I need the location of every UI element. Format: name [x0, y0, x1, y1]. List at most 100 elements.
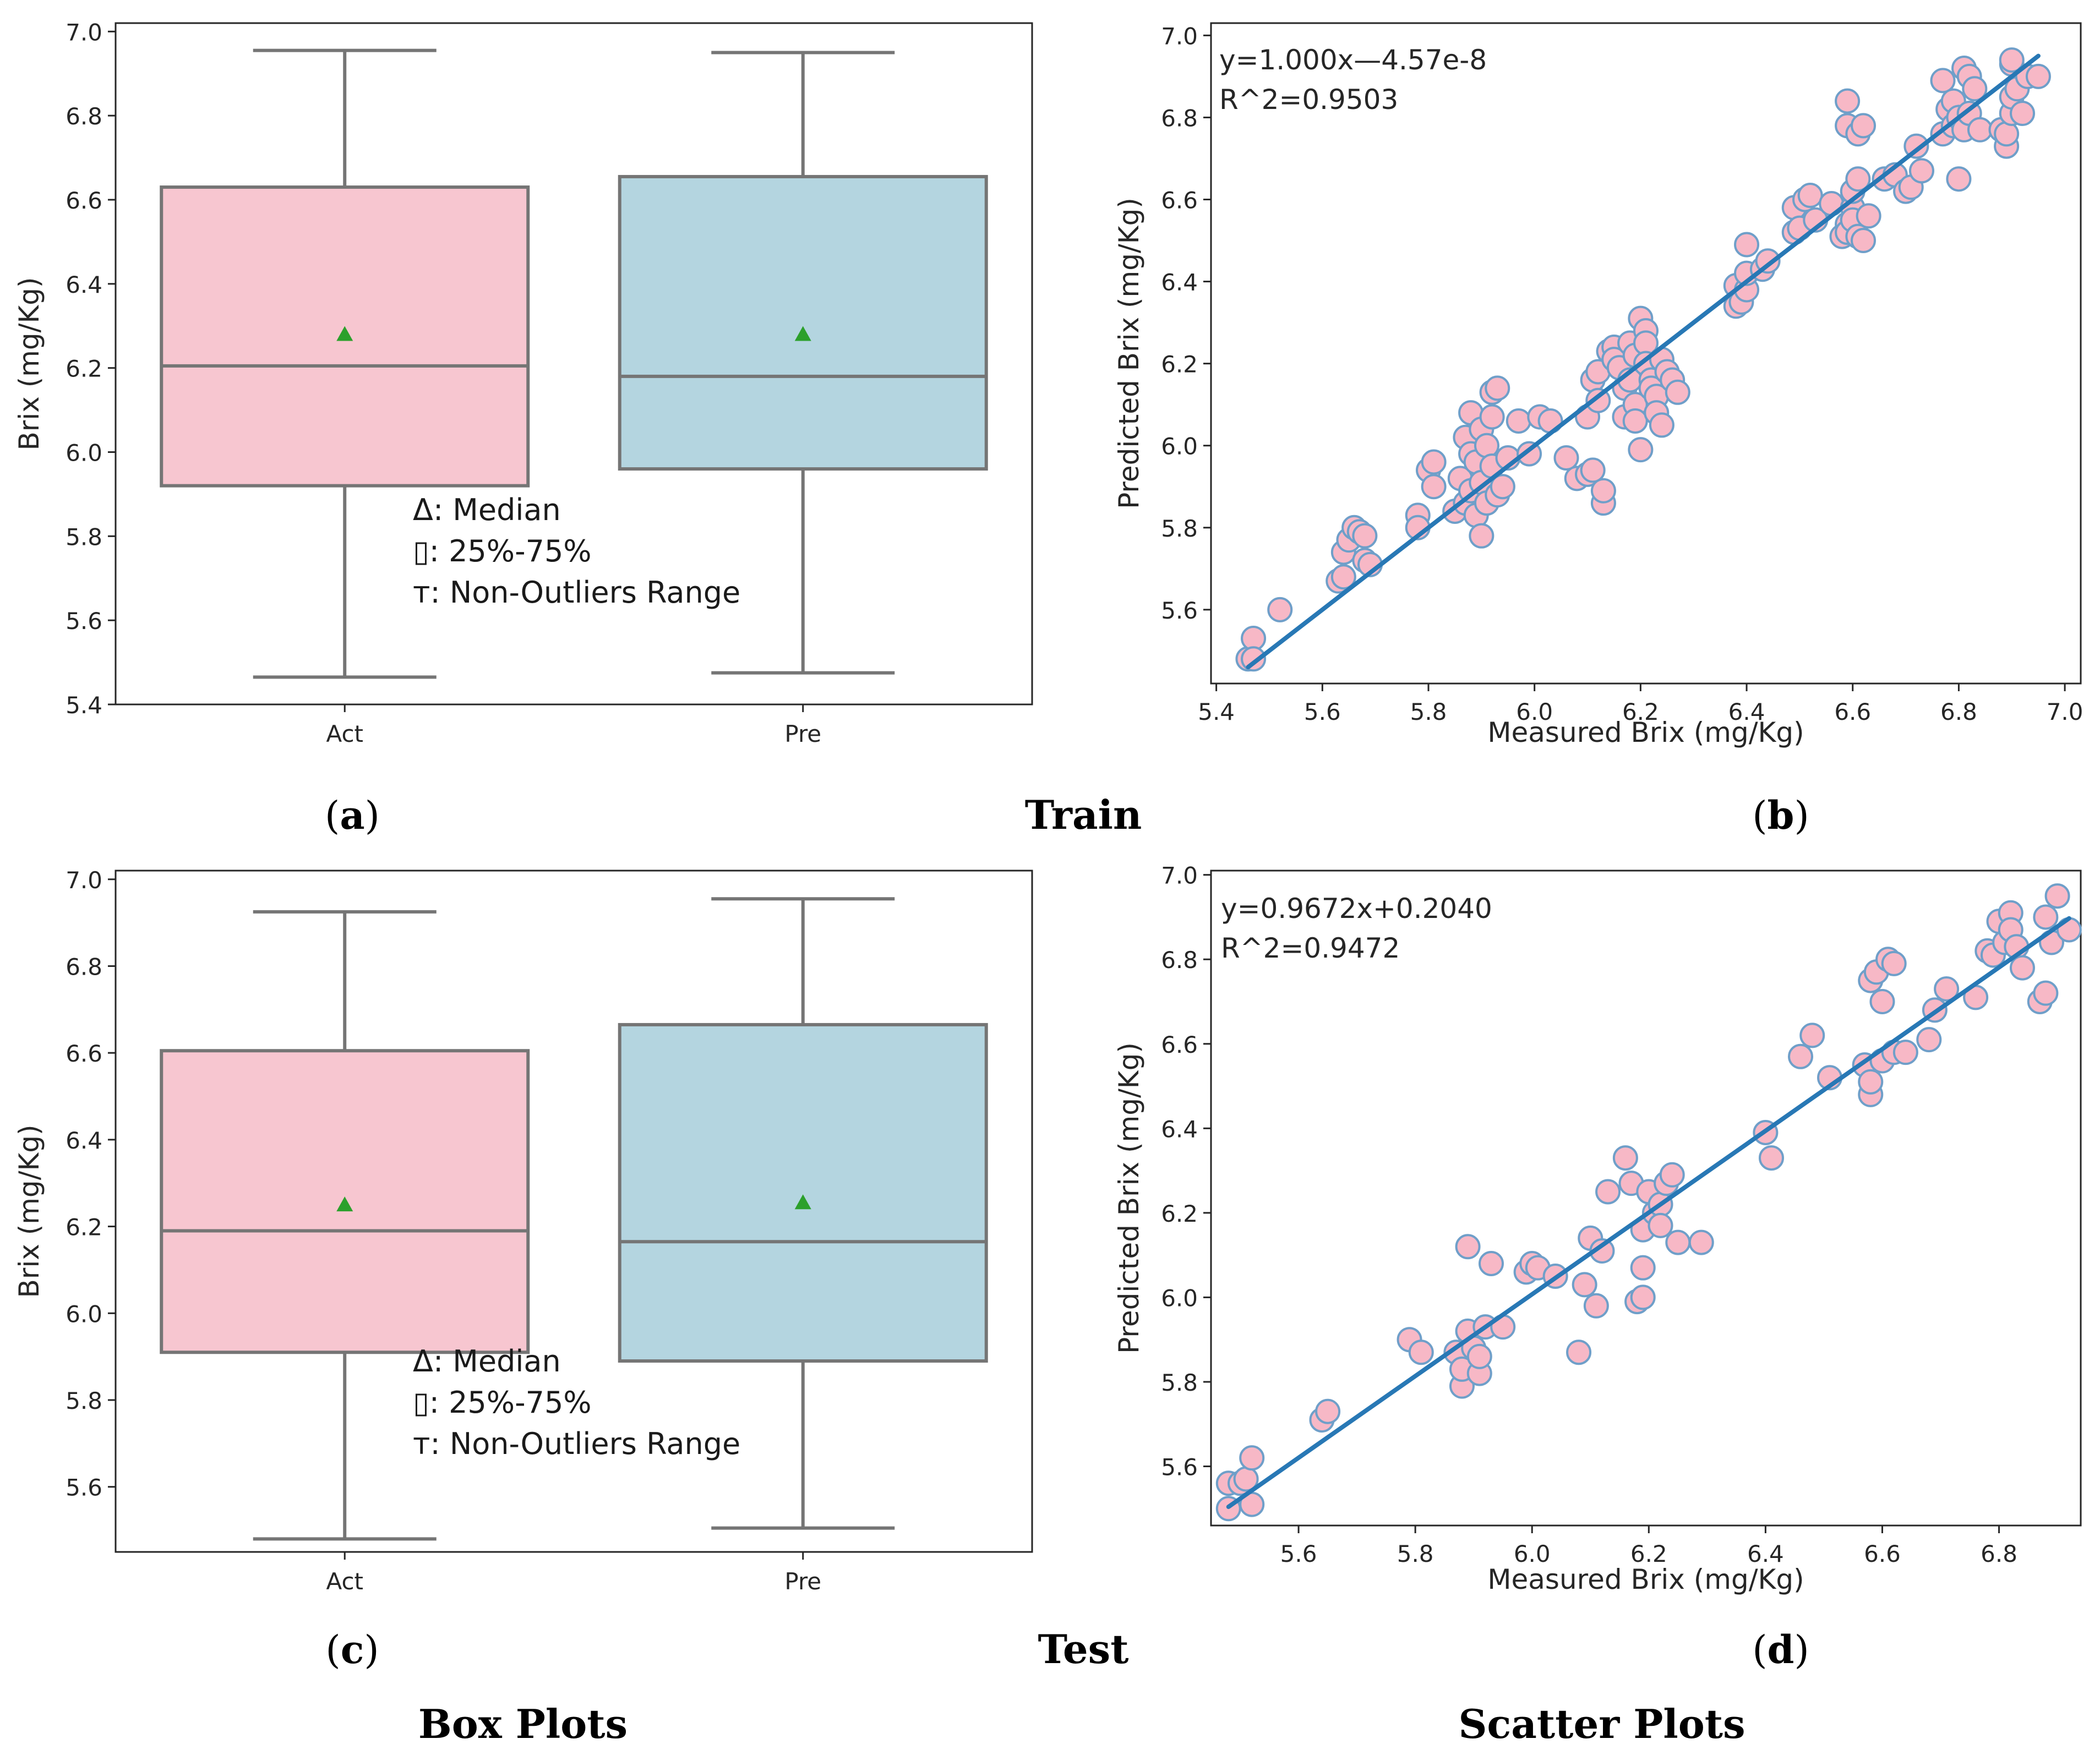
- y-tick-label: 5.8: [66, 1387, 102, 1414]
- y-tick-label: 5.8: [66, 523, 102, 550]
- x-tick-label: 6.2: [1622, 698, 1659, 725]
- data-point: [1479, 404, 1505, 430]
- panel-letter: c: [341, 1627, 364, 1672]
- data-point: [1630, 1284, 1656, 1310]
- x-tick-label: 5.6: [1304, 698, 1341, 725]
- data-point: [1892, 1040, 1918, 1065]
- y-tick-label: 6.0: [66, 1300, 102, 1327]
- y-axis-label: Predicted Brix (mg/Kg): [1113, 1042, 1145, 1354]
- data-point: [1474, 433, 1499, 458]
- box-marks: [160, 48, 988, 679]
- y-tick-label: 6.6: [66, 1040, 102, 1067]
- data-point: [1241, 646, 1267, 672]
- data-point: [1585, 387, 1611, 413]
- panel-b-scatter-plot-train: 5.6 5.8 6.0 6.2 6.4 6.6 6.8 7.0 5.4 5.6 5.8 6.0 6.2…: [1113, 22, 2083, 748]
- data-point: [1580, 457, 1606, 483]
- y-ticks: 5.6 5.8 6.0 6.2 6.4 6.6 6.8 7.0: [1161, 862, 1211, 1481]
- y-tick-label: 5.8: [1161, 515, 1198, 542]
- fit-equation: y=0.9672x+0.2040: [1221, 893, 1492, 925]
- data-point: [1630, 1255, 1656, 1281]
- y-tick-label: 6.0: [1161, 433, 1198, 460]
- data-point: [1466, 1343, 1492, 1369]
- data-point: [1788, 1043, 1814, 1069]
- data-point: [1421, 449, 1447, 475]
- panel-caption-c: (c): [325, 1627, 379, 1672]
- y-tick-label: 6.4: [66, 1127, 102, 1154]
- data-point: [1659, 1162, 1685, 1188]
- y-tick-label: 6.8: [66, 103, 102, 130]
- x-tick-label: 6.8: [1981, 1540, 2017, 1567]
- x-tick-label: 6.6: [1834, 698, 1871, 725]
- data-point: [1572, 1272, 1597, 1298]
- data-point: [2044, 883, 2070, 909]
- data-point: [1628, 437, 1654, 463]
- panel-caption-d: (d): [1752, 1627, 1809, 1672]
- data-point: [1994, 121, 2020, 147]
- data-point: [1239, 1445, 1265, 1471]
- data-point: [1851, 228, 1876, 254]
- data-point: [1648, 1212, 1673, 1238]
- axes-frame: [114, 870, 1033, 1553]
- axes-frame: [1210, 870, 2082, 1527]
- data-point: [1688, 1229, 1714, 1255]
- y-tick-label: 7.0: [1161, 862, 1198, 889]
- y-tick-label: 6.6: [1161, 1031, 1198, 1058]
- legend-non-outliers: т: Non-Outliers Range: [413, 575, 740, 610]
- scatter-marks: [1215, 883, 2082, 1522]
- axes-frame: [1210, 22, 2082, 685]
- y-tick-label: 6.2: [1161, 351, 1198, 378]
- y-tick-label: 6.2: [66, 1214, 102, 1241]
- footer-scatter-plots: Scatter Plots: [1458, 1701, 1745, 1747]
- data-point: [1595, 1179, 1621, 1205]
- y-axis-label: Brix (mg/Kg): [13, 1124, 45, 1298]
- data-point: [1916, 1027, 1942, 1053]
- panel-letter: d: [1768, 1627, 1794, 1672]
- x-tick-label: 6.6: [1864, 1540, 1901, 1567]
- x-tick-label: 6.8: [1940, 698, 1977, 725]
- x-ticks: Act Pre: [326, 704, 821, 747]
- data-point: [2033, 980, 2059, 1006]
- y-tick-label: 5.6: [66, 608, 102, 635]
- data-point: [1408, 1340, 1434, 1365]
- box-legend: Δ: Median ▯: 25%-75% т: Non-Outliers Ran…: [413, 493, 740, 610]
- box-pre: [618, 1023, 988, 1363]
- data-point: [1478, 1251, 1504, 1276]
- y-tick-label: 5.6: [1161, 1454, 1198, 1481]
- x-tick-label-act: Act: [326, 1568, 363, 1595]
- y-ticks: 5.6 5.8 6.0 6.2 6.4 6.6 6.8 7.0: [66, 867, 116, 1501]
- data-point: [1566, 1340, 1592, 1365]
- data-point: [1665, 379, 1690, 405]
- y-tick-label: 5.8: [1161, 1369, 1198, 1396]
- box-pre: [618, 174, 988, 471]
- axes-frame: [114, 22, 1033, 706]
- data-point: [1934, 976, 1960, 1002]
- data-point: [2009, 955, 2035, 981]
- data-point: [1506, 408, 1531, 434]
- data-point: [1665, 1229, 1691, 1255]
- y-ticks: 5.4 5.6 5.8 6.0 6.2 6.4 6.6 6.8 7.0: [66, 19, 116, 719]
- box-marks: [160, 897, 988, 1541]
- x-tick-label-pre: Pre: [784, 720, 821, 747]
- scatter-marks: [1235, 47, 2051, 672]
- data-point: [2033, 904, 2059, 930]
- y-tick-label: 6.4: [1161, 1116, 1198, 1142]
- section-title-train: Train: [1025, 791, 1142, 838]
- y-tick-label: 6.8: [1161, 947, 1198, 974]
- data-point: [1469, 523, 1494, 549]
- svg-text:(c): (c): [325, 1627, 379, 1672]
- svg-text:(b): (b): [1752, 792, 1809, 838]
- x-tick-label: 6.0: [1514, 1540, 1551, 1567]
- y-tick-label: 6.6: [66, 187, 102, 214]
- data-point: [1881, 950, 1907, 976]
- y-tick-label: 6.0: [1161, 1284, 1198, 1311]
- data-point: [1851, 113, 1876, 139]
- y-tick-label: 6.2: [1161, 1200, 1198, 1227]
- x-ticks: Act Pre: [326, 1552, 821, 1595]
- x-tick-label: 6.0: [1516, 698, 1553, 725]
- data-point: [1967, 117, 1993, 143]
- data-point: [1455, 1234, 1481, 1260]
- y-axis-label: Brix (mg/Kg): [13, 277, 45, 450]
- data-point: [1908, 158, 1934, 184]
- legend-quartile-range: ▯: 25%-75%: [413, 1385, 592, 1420]
- x-tick-label: 5.8: [1397, 1540, 1434, 1567]
